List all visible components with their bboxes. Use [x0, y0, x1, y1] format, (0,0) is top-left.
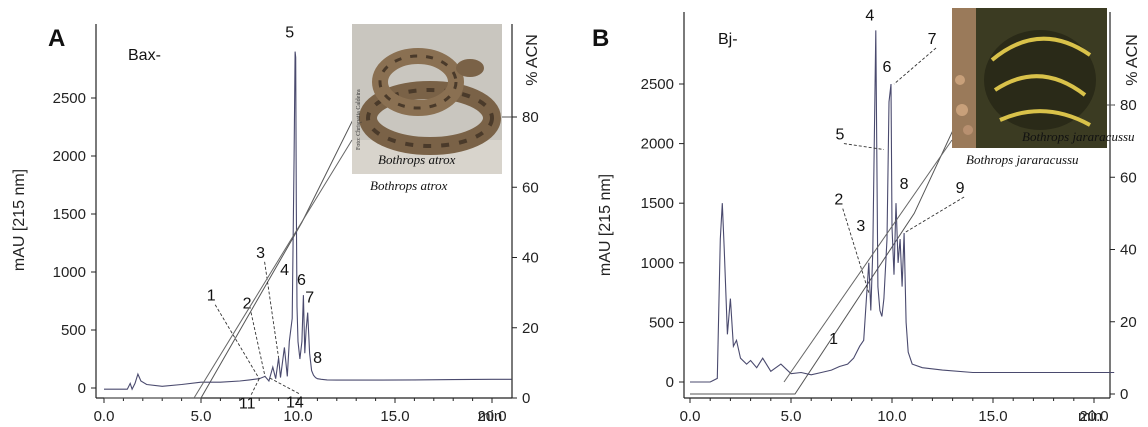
peak-label-6: 6: [883, 59, 892, 76]
x-tick-label: 0.0: [680, 408, 701, 425]
y-tick-label: 1500: [53, 206, 86, 223]
x-tick-label: 10.0: [283, 408, 312, 425]
jararacussu-body: [984, 30, 1096, 130]
panel-b-label: B: [592, 25, 609, 52]
photo-jararacussu-caption: Bothrops jararacussu: [966, 152, 1079, 167]
peak-leader-line: [903, 196, 965, 234]
panel-b-species-label: Bj-: [718, 31, 738, 48]
peak-label-8: 8: [900, 176, 909, 193]
pebble-2: [963, 125, 973, 135]
bothrops-jararacussu-photo: Bothrops jararacussu: [952, 8, 1135, 148]
pebble-1: [956, 104, 968, 116]
panel-b-acn-gradient-line: [690, 104, 1115, 395]
y-tick-label: 2000: [53, 148, 86, 165]
peak-label-5: 5: [285, 25, 294, 42]
peak-leader-line: [250, 378, 260, 395]
panel-b: B Bj- mAU [215 nm] % ACN min 0.0 5.0 10.0 1…: [592, 7, 1141, 425]
y-tick-label: 1500: [641, 195, 674, 212]
y-tick-label: 500: [61, 322, 86, 339]
y-tick-label: 500: [649, 314, 674, 331]
jararacussu-yellow-pattern: [990, 36, 1092, 127]
peak-leader-line: [893, 47, 937, 85]
peak-label-7: 7: [305, 290, 314, 307]
peak-label-4: 4: [865, 7, 874, 24]
panel-a-x-unit: min: [478, 408, 502, 425]
y2-tick-label: 0: [1120, 386, 1128, 403]
photo-atrox-credit: Foto: Chrispatia Caldeira: [356, 89, 362, 150]
photo-atrox-caption: Bothrops atrox: [370, 178, 448, 193]
y2-tick-label: 80: [522, 109, 539, 126]
peak-label-4: 4: [280, 262, 289, 279]
snake-coil-inner-pattern: [378, 54, 458, 110]
bothrops-atrox-photo: Bothrops atrox Foto: Chrispatia Caldeira: [352, 24, 502, 174]
y-tick-label: 2000: [641, 136, 674, 153]
panel-b-y-axis-label: mAU [215 nm]: [597, 174, 614, 276]
panel-b-x-unit: min: [1078, 408, 1102, 425]
y2-tick-label: 20: [522, 320, 539, 337]
peak-label-2: 2: [243, 295, 252, 312]
y2-tick-label: 60: [1120, 169, 1137, 186]
panel-a-photo-connector: [193, 139, 353, 399]
panel-b-ticks: 0.0 5.0 10.0 15.0 20.0 0 500 1000 1500 2000 2500 0 2…: [641, 76, 1137, 425]
panel-a-species-label: Bax-: [128, 47, 161, 64]
peak-label-1: 1: [207, 288, 216, 305]
x-tick-label: 10.0: [877, 408, 906, 425]
y2-tick-label: 20: [1120, 314, 1137, 331]
peak-label-8: 8: [313, 350, 322, 367]
y-tick-label: 0: [666, 374, 674, 391]
peak-leader-line: [250, 312, 266, 377]
peak-label-7: 7: [928, 31, 937, 48]
y2-tick-label: 60: [522, 179, 539, 196]
panel-b-chromatogram-trace: [690, 30, 1115, 383]
x-tick-label: 0.0: [94, 408, 115, 425]
y-tick-label: 2500: [641, 76, 674, 93]
peak-label-6: 6: [297, 272, 306, 289]
x-tick-label: 20.0: [477, 408, 506, 425]
photo-jararacussu-inner-caption: Bothrops jararacussu: [1022, 129, 1135, 144]
panel-a: A Bax- mAU [215 nm] % ACN min 0.0 5.0 10.0…: [11, 24, 541, 425]
pebble-3: [955, 75, 965, 85]
snake-head: [456, 59, 484, 77]
x-tick-label: 5.0: [781, 408, 802, 425]
peak-leader-line: [268, 377, 300, 394]
x-tick-label: 5.0: [191, 408, 212, 425]
peak-leader-line: [843, 143, 884, 151]
y2-tick-label: 40: [522, 250, 539, 267]
photo-atrox-inner-caption: Bothrops atrox: [378, 152, 456, 167]
y-tick-label: 2500: [53, 90, 86, 107]
x-tick-label: 15.0: [978, 408, 1007, 425]
panel-a-label: A: [48, 25, 65, 52]
panel-b-y2-axis-label: % ACN: [1124, 34, 1141, 86]
panel-a-chromatogram-trace: [104, 51, 512, 391]
peak-label-5: 5: [835, 127, 844, 144]
peak-leader-line: [214, 304, 260, 379]
panel-a-y-axis-label: mAU [215 nm]: [11, 169, 28, 271]
y-tick-label: 1000: [641, 255, 674, 272]
panel-b-photo-connector: [783, 139, 953, 383]
x-tick-label: 15.0: [380, 408, 409, 425]
y2-tick-label: 0: [522, 390, 530, 407]
peak-label-3: 3: [856, 218, 865, 235]
y2-tick-label: 80: [1120, 97, 1137, 114]
panel-a-ticks: 0.0 5.0 10.0 15.0 20.0 0 500 1000 1500 2000 2500 0 2…: [53, 90, 539, 425]
x-tick-label: 20.0: [1079, 408, 1108, 425]
peak-label-3: 3: [256, 245, 265, 262]
panel-a-y2-axis-label: % ACN: [524, 34, 541, 86]
peak-label-9: 9: [956, 180, 965, 197]
y-tick-label: 0: [78, 380, 86, 397]
peak-label-11: 11: [239, 396, 256, 413]
y-tick-label: 1000: [53, 264, 86, 281]
peak-label-2: 2: [834, 192, 843, 209]
peak-label-14: 14: [286, 395, 304, 412]
peak-leader-line: [264, 261, 280, 358]
panel-a-peak-labels: 1 2 34 5 67 8 11 14: [207, 25, 322, 413]
y2-tick-label: 40: [1120, 242, 1137, 259]
snake-coil-outer-pattern: [366, 88, 494, 148]
peak-label-1: 1: [829, 331, 838, 348]
